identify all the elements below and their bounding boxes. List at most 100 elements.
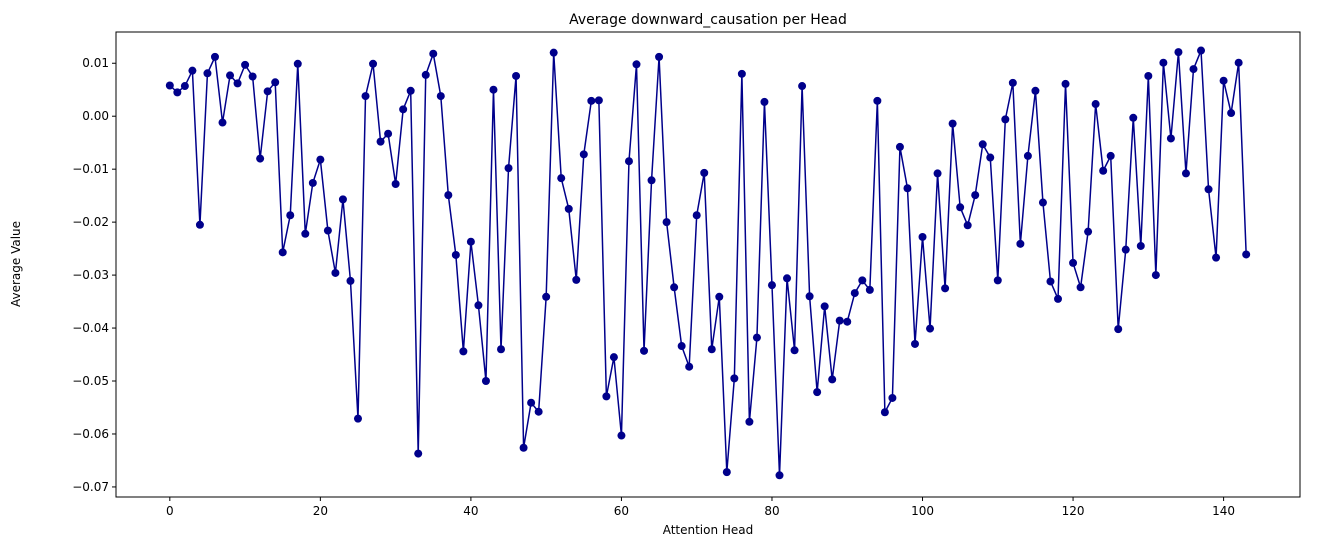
data-point xyxy=(745,417,754,426)
data-point xyxy=(1046,277,1055,286)
data-point xyxy=(338,195,347,204)
data-point xyxy=(941,284,950,293)
data-point xyxy=(1106,151,1115,160)
data-point xyxy=(233,79,242,88)
data-point xyxy=(1181,169,1190,178)
x-tick-label: 20 xyxy=(313,504,328,518)
data-point xyxy=(1136,241,1145,250)
data-point xyxy=(278,248,287,257)
data-point xyxy=(1061,79,1070,88)
data-point xyxy=(910,339,919,348)
y-tick-label: −0.04 xyxy=(72,321,109,335)
data-point xyxy=(353,414,362,423)
data-point xyxy=(722,468,731,477)
data-point xyxy=(873,96,882,105)
data-point xyxy=(813,388,822,397)
series-line xyxy=(169,50,1247,476)
data-point xyxy=(1023,151,1032,160)
y-tick-label: −0.02 xyxy=(72,215,109,229)
data-point xyxy=(918,232,927,241)
y-tick-label: −0.03 xyxy=(72,268,109,282)
data-point xyxy=(1166,134,1175,143)
data-point xyxy=(173,88,182,97)
data-point xyxy=(858,276,867,285)
data-point xyxy=(835,316,844,325)
data-point xyxy=(1144,71,1153,80)
data-point xyxy=(1189,65,1198,74)
data-point xyxy=(1084,227,1093,236)
data-point xyxy=(692,211,701,220)
data-point xyxy=(647,176,656,185)
data-point xyxy=(271,78,280,87)
data-point xyxy=(564,204,573,213)
data-point xyxy=(978,140,987,149)
data-point xyxy=(963,221,972,230)
data-point xyxy=(1174,48,1183,57)
data-point xyxy=(1159,58,1168,67)
data-point xyxy=(775,471,784,480)
data-point xyxy=(828,375,837,384)
data-point xyxy=(767,281,776,290)
data-point xyxy=(1038,198,1047,207)
data-point xyxy=(880,408,889,417)
data-point xyxy=(798,82,807,91)
data-point xyxy=(865,285,874,294)
y-tick-label: 0.01 xyxy=(82,56,109,70)
data-point xyxy=(1197,46,1206,55)
data-point xyxy=(820,302,829,311)
data-point xyxy=(180,82,189,91)
y-tick-label: −0.06 xyxy=(72,427,109,441)
data-point xyxy=(1069,258,1078,267)
data-point xyxy=(497,345,506,354)
data-point xyxy=(369,59,378,68)
x-axis-label: Attention Head xyxy=(663,523,754,537)
data-point xyxy=(308,178,317,187)
data-point xyxy=(752,333,761,342)
data-point xyxy=(399,105,408,114)
data-point xyxy=(210,52,219,61)
data-point xyxy=(301,229,310,238)
y-tick-label: −0.07 xyxy=(72,480,109,494)
data-point xyxy=(594,96,603,105)
data-point xyxy=(519,443,528,452)
data-point xyxy=(286,211,295,220)
data-point xyxy=(188,66,197,75)
data-point xyxy=(1129,113,1138,122)
data-point xyxy=(534,407,543,416)
data-point xyxy=(346,276,355,285)
x-tick-label: 140 xyxy=(1212,504,1235,518)
data-point xyxy=(1204,185,1213,194)
data-point xyxy=(323,226,332,235)
data-point xyxy=(572,275,581,284)
data-point xyxy=(316,155,325,164)
data-point xyxy=(707,345,716,354)
y-axis-label: Average Value xyxy=(9,221,23,307)
data-point xyxy=(195,220,204,229)
data-point xyxy=(376,137,385,146)
data-point xyxy=(466,237,475,246)
data-point xyxy=(677,342,686,351)
data-point xyxy=(993,276,1002,285)
data-point xyxy=(805,292,814,301)
data-point xyxy=(926,324,935,333)
data-point xyxy=(609,353,618,362)
y-tick-label: −0.01 xyxy=(72,162,109,176)
data-point xyxy=(1008,78,1017,87)
data-point xyxy=(361,92,370,101)
data-point xyxy=(1234,58,1243,67)
data-point xyxy=(1121,245,1130,254)
data-point xyxy=(1242,250,1251,259)
data-point xyxy=(948,119,957,128)
data-point xyxy=(226,71,235,80)
data-point xyxy=(248,72,257,81)
data-point xyxy=(640,346,649,355)
x-tick-label: 80 xyxy=(764,504,779,518)
data-point xyxy=(218,118,227,127)
data-point xyxy=(632,60,641,69)
data-point xyxy=(737,69,746,78)
data-point xyxy=(662,218,671,227)
data-point xyxy=(542,292,551,301)
data-point xyxy=(429,49,438,58)
data-point xyxy=(444,191,453,200)
